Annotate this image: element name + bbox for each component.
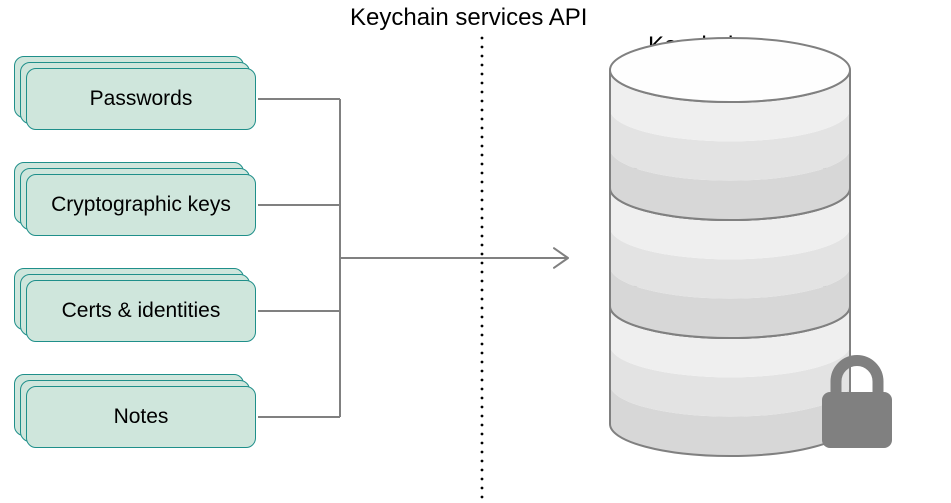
divider-dot: [481, 235, 484, 238]
lock-icon: [822, 361, 892, 448]
divider-dot: [481, 118, 484, 121]
divider-dot: [481, 190, 484, 193]
divider-dot: [481, 307, 484, 310]
divider-dot: [481, 172, 484, 175]
divider-dot: [481, 424, 484, 427]
divider-dot: [481, 226, 484, 229]
cylinder-cap: [610, 38, 850, 102]
divider-dot: [481, 262, 484, 265]
divider-dot: [481, 334, 484, 337]
card-stack-crypto-keys: Cryptographic keys: [14, 162, 256, 238]
divider-dot: [481, 244, 484, 247]
card-certs: Certs & identities: [26, 280, 256, 342]
divider-dot: [481, 82, 484, 85]
divider-dot: [481, 280, 484, 283]
divider-dot: [481, 496, 484, 499]
divider-dot: [481, 64, 484, 67]
divider-dot: [481, 154, 484, 157]
divider-dot: [481, 217, 484, 220]
divider-dot: [481, 406, 484, 409]
divider-dot: [481, 73, 484, 76]
divider-dot: [481, 46, 484, 49]
divider-dot: [481, 253, 484, 256]
card-stack-passwords: Passwords: [14, 56, 256, 132]
divider-dot: [481, 352, 484, 355]
divider-dot: [481, 478, 484, 481]
divider-dot: [481, 298, 484, 301]
divider-dot: [481, 199, 484, 202]
divider-dot: [481, 361, 484, 364]
divider-dot: [481, 136, 484, 139]
divider-dot: [481, 163, 484, 166]
divider-dot: [481, 415, 484, 418]
divider-dot: [481, 55, 484, 58]
divider-dot: [481, 109, 484, 112]
divider-dot: [481, 451, 484, 454]
divider-dot: [481, 442, 484, 445]
divider-dot: [481, 379, 484, 382]
divider-dot: [481, 487, 484, 490]
divider-dot: [481, 37, 484, 40]
divider-dot: [481, 145, 484, 148]
divider-dot: [481, 91, 484, 94]
card-crypto-keys: Cryptographic keys: [26, 174, 256, 236]
card-stack-notes: Notes: [14, 374, 256, 450]
divider-dot: [481, 469, 484, 472]
divider-dot: [481, 460, 484, 463]
card-stack-certs: Certs & identities: [14, 268, 256, 344]
divider-dot: [481, 208, 484, 211]
divider-dot: [481, 370, 484, 373]
divider-dot: [481, 397, 484, 400]
card-passwords: Passwords: [26, 68, 256, 130]
divider-dot: [481, 100, 484, 103]
divider-dot: [481, 181, 484, 184]
divider-dot: [481, 271, 484, 274]
divider-dot: [481, 325, 484, 328]
divider-dot: [481, 433, 484, 436]
divider-dot: [481, 388, 484, 391]
divider-dot: [481, 127, 484, 130]
divider-dot: [481, 316, 484, 319]
card-notes: Notes: [26, 386, 256, 448]
divider-dot: [481, 343, 484, 346]
divider-dot: [481, 289, 484, 292]
